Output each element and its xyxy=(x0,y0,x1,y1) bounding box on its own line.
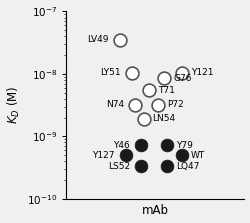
Point xyxy=(165,165,169,168)
Point xyxy=(180,71,184,74)
Text: LN54: LN54 xyxy=(152,114,176,124)
Text: LY51: LY51 xyxy=(100,68,121,77)
Point xyxy=(118,38,122,42)
Text: Y127: Y127 xyxy=(92,151,115,160)
Text: P72: P72 xyxy=(167,100,184,109)
Y-axis label: $K_D$ (M): $K_D$ (M) xyxy=(6,86,22,124)
Point xyxy=(148,88,152,92)
Point xyxy=(138,165,142,168)
Text: LS52: LS52 xyxy=(108,162,130,171)
Point xyxy=(130,71,134,74)
Text: LQ47: LQ47 xyxy=(176,162,200,171)
Point xyxy=(124,153,128,157)
Text: Y121: Y121 xyxy=(191,68,214,77)
Point xyxy=(162,76,166,80)
Text: G76: G76 xyxy=(173,74,192,83)
Point xyxy=(133,103,137,107)
Point xyxy=(180,153,184,157)
Text: T71: T71 xyxy=(158,86,175,95)
Text: WT: WT xyxy=(191,151,205,160)
Point xyxy=(138,144,142,147)
Text: Y79: Y79 xyxy=(176,141,193,150)
X-axis label: mAb: mAb xyxy=(142,204,169,217)
Text: LV49: LV49 xyxy=(88,35,109,44)
Point xyxy=(165,144,169,147)
Point xyxy=(142,117,146,121)
Text: N74: N74 xyxy=(106,100,124,109)
Point xyxy=(156,103,160,107)
Text: Y46: Y46 xyxy=(113,141,130,150)
